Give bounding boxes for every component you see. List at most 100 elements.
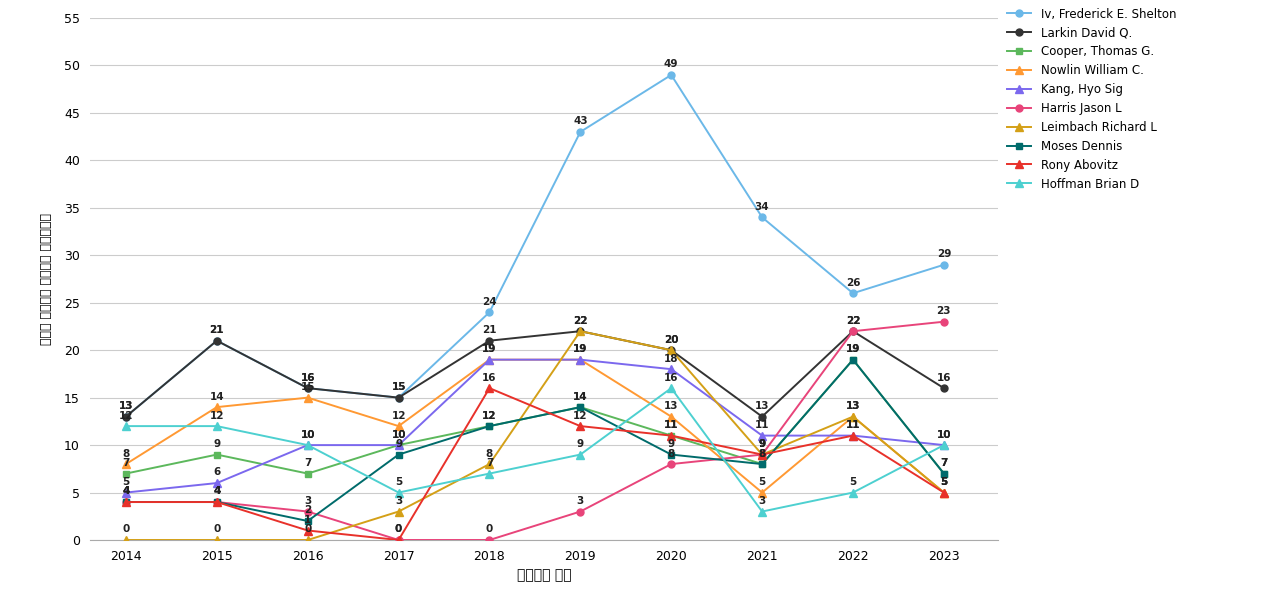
Moses Dennis [663,451,678,458]
Larkin David Q. [936,385,951,392]
Text: 12: 12 [119,410,133,421]
Text: 5: 5 [941,477,947,487]
Larkin David Q. [300,385,315,392]
Rony Abovitz [481,385,497,392]
Nowlin William C. [300,394,315,401]
Moses Dennis [754,460,769,467]
Larkin David Q. [118,413,133,420]
Line: Kang, Hyo Sig: Kang, Hyo Sig [122,356,948,497]
Harris Jason L [118,499,133,506]
Kang, Hyo Sig [663,365,678,373]
Text: 19: 19 [483,344,497,354]
Text: 12: 12 [483,410,497,421]
Iv, Frederick E. Shelton [936,261,951,268]
X-axis label: 거절시킨 연도: 거절시킨 연도 [517,568,571,582]
Harris Jason L [390,536,406,544]
Leimbach Richard L [118,536,133,544]
Text: 16: 16 [301,373,315,383]
Hoffman Brian D [663,385,678,392]
Hoffman Brian D [754,508,769,515]
Text: 9: 9 [759,439,765,449]
Y-axis label: 신규성 위반으로 거절시킨 후행특허수: 신규성 위반으로 거절시킨 후행특허수 [40,213,52,345]
Larkin David Q. [481,337,497,344]
Text: 4: 4 [123,487,129,496]
Cooper, Thomas G. [209,451,224,458]
Larkin David Q. [572,328,588,335]
Text: 20: 20 [664,335,678,344]
Kang, Hyo Sig [754,432,769,439]
Text: 22: 22 [573,316,588,326]
Text: 11: 11 [846,420,860,430]
Nowlin William C. [572,356,588,363]
Text: 0: 0 [305,524,311,535]
Text: 14: 14 [573,392,588,401]
Text: 10: 10 [301,430,315,440]
Line: Hoffman Brian D: Hoffman Brian D [122,384,948,515]
Hoffman Brian D [481,470,497,477]
Cooper, Thomas G. [663,432,678,439]
Text: 10: 10 [392,430,406,440]
Cooper, Thomas G. [572,404,588,411]
Text: 26: 26 [846,278,860,287]
Text: 12: 12 [573,410,588,421]
Text: 10: 10 [937,430,951,440]
Text: 0: 0 [214,524,220,535]
Text: 3: 3 [305,496,311,506]
Text: 21: 21 [210,325,224,335]
Text: 13: 13 [846,401,860,411]
Text: 13: 13 [664,401,678,411]
Nowlin William C. [209,404,224,411]
Leimbach Richard L [845,413,860,420]
Text: 21: 21 [210,325,224,335]
Text: 12: 12 [392,410,406,421]
Text: 20: 20 [664,335,678,344]
Nowlin William C. [118,460,133,467]
Moses Dennis [572,404,588,411]
Rony Abovitz [936,489,951,496]
Text: 49: 49 [664,59,678,70]
Harris Jason L [845,328,860,335]
Rony Abovitz [572,422,588,430]
Cooper, Thomas G. [300,470,315,477]
Text: 19: 19 [846,344,860,354]
Text: 0: 0 [486,524,493,535]
Text: 15: 15 [392,382,406,392]
Iv, Frederick E. Shelton [481,308,497,316]
Nowlin William C. [390,422,406,430]
Leimbach Richard L [481,460,497,467]
Larkin David Q. [845,328,860,335]
Text: 7: 7 [941,458,947,468]
Text: 5: 5 [941,477,947,487]
Larkin David Q. [390,394,406,401]
Moses Dennis [209,499,224,506]
Text: 21: 21 [483,325,497,335]
Moses Dennis [481,422,497,430]
Hoffman Brian D [300,442,315,449]
Hoffman Brian D [845,489,860,496]
Kang, Hyo Sig [300,442,315,449]
Text: 5: 5 [941,477,947,487]
Leimbach Richard L [209,536,224,544]
Cooper, Thomas G. [481,422,497,430]
Line: Cooper, Thomas G.: Cooper, Thomas G. [123,356,947,477]
Rony Abovitz [118,499,133,506]
Kang, Hyo Sig [118,489,133,496]
Text: 11: 11 [846,420,860,430]
Text: 3: 3 [396,496,402,506]
Iv, Frederick E. Shelton [118,413,133,420]
Text: 5: 5 [123,477,129,487]
Moses Dennis [118,499,133,506]
Line: Moses Dennis: Moses Dennis [123,356,947,524]
Line: Iv, Frederick E. Shelton: Iv, Frederick E. Shelton [123,71,947,420]
Text: 12: 12 [483,410,497,421]
Text: 11: 11 [664,420,678,430]
Text: 13: 13 [846,401,860,411]
Rony Abovitz [390,536,406,544]
Leimbach Richard L [663,347,678,354]
Text: 4: 4 [214,487,220,496]
Larkin David Q. [663,347,678,354]
Iv, Frederick E. Shelton [845,290,860,297]
Nowlin William C. [936,489,951,496]
Text: 7: 7 [123,458,129,468]
Kang, Hyo Sig [845,432,860,439]
